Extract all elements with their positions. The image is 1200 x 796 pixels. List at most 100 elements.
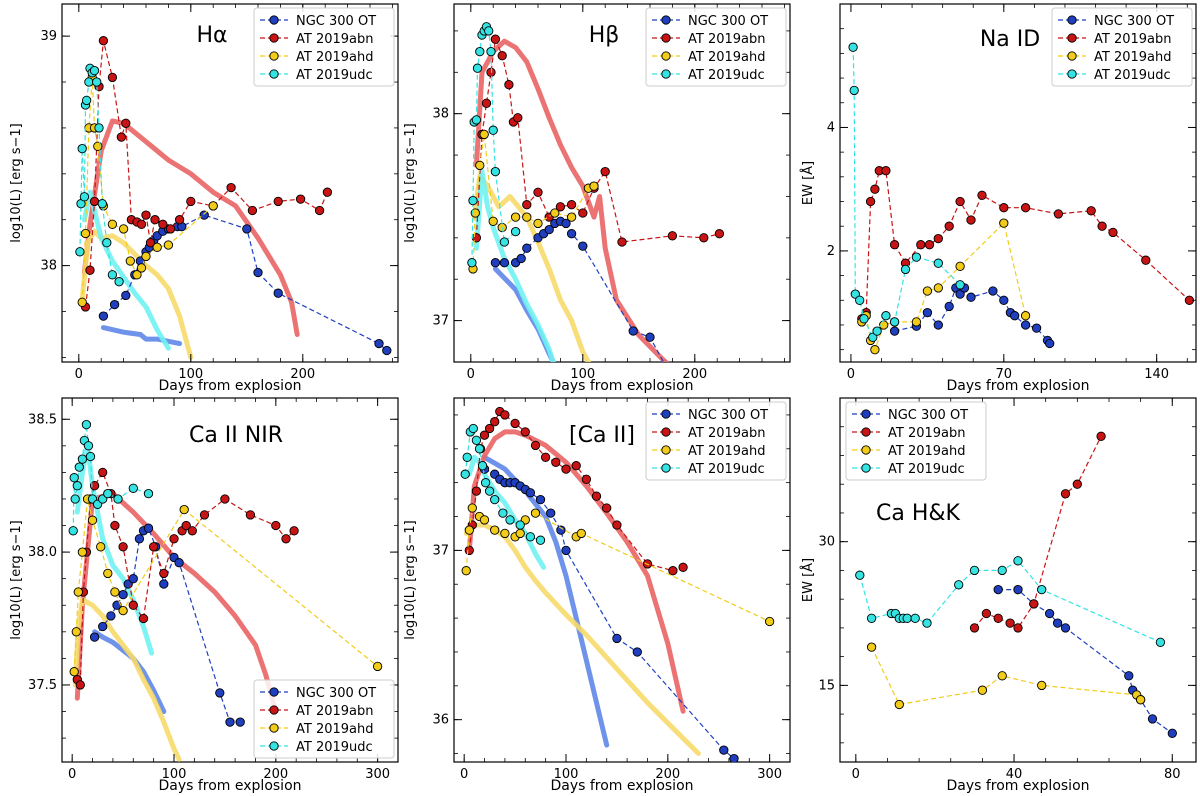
data-point-at-2019abn [540, 452, 551, 462]
data-point-at-2019udc [1155, 637, 1166, 647]
data-point-at-2019udc [128, 483, 138, 493]
y-tick-label: 37 [432, 314, 449, 329]
data-point-ngc-300-ot [118, 589, 128, 600]
legend-marker [661, 15, 671, 25]
x-axis-label: Days from explosion [946, 778, 1089, 794]
data-point-at-2019udc [525, 532, 536, 542]
data-point-at-2019abn [85, 265, 95, 275]
data-point-ngc-300-ot [382, 345, 392, 356]
data-point-at-2019udc [480, 478, 491, 488]
panel-cair: 0 100 200 300 37.5 38.0 38.5 NGC 300 OT AT 2019a… [9, 397, 399, 794]
data-point-at-2019abn [510, 418, 520, 429]
series-line-ngc-300-ot [102, 214, 388, 351]
data-point-ngc-300-ot [121, 290, 131, 301]
data-point-at-2019abn [1097, 221, 1107, 231]
panel-title: Hα [196, 23, 227, 48]
data-point-at-2019abn [281, 534, 291, 544]
data-point-ngc-300-ot [235, 717, 245, 727]
data-point-at-2019abn [98, 467, 108, 478]
data-point-at-2019ahd [141, 251, 151, 262]
data-point-at-2019abn [600, 166, 610, 177]
data-point-at-2019ahd [103, 568, 113, 579]
x-tick-label: 0 [852, 767, 860, 782]
data-point-at-2019udc [460, 469, 470, 479]
data-point-at-2019udc [490, 166, 501, 177]
data-point-at-2019abn [181, 520, 191, 531]
data-point-at-2019abn [1060, 489, 1071, 499]
y-tick-label: 38 [40, 259, 57, 274]
model-line-at-2019udc [473, 169, 556, 362]
legend-label: AT 2019abn [1094, 32, 1172, 47]
data-point-at-2019ahd [1135, 695, 1146, 705]
panel-frame [453, 397, 791, 763]
y-tick-label: 15 [818, 678, 835, 693]
data-point-at-2019udc [488, 125, 498, 135]
data-point-at-2019ahd [107, 219, 118, 229]
model-line-at-2019ahd [463, 522, 701, 756]
data-point-at-2019udc [102, 238, 112, 248]
data-point-at-2019abn [1086, 206, 1096, 216]
x-tick-label: 0 [847, 367, 855, 382]
data-point-ngc-300-ot [566, 229, 577, 239]
data-point-at-2019abn [578, 208, 588, 218]
data-point-ngc-300-ot [106, 611, 116, 621]
x-tick-label: 100 [178, 367, 203, 382]
x-tick-label: 100 [554, 767, 579, 782]
legend: NGC 300 OT AT 2019abn AT 2019ahd AT 2019udc [645, 7, 787, 87]
legend-marker [661, 445, 671, 455]
data-point-at-2019udc [510, 226, 521, 237]
data-point-at-2019abn [551, 457, 561, 467]
legend-box [253, 7, 395, 87]
data-point-at-2019abn [966, 215, 976, 225]
x-tick-label: 0 [68, 767, 76, 782]
data-point-at-2019udc [467, 258, 477, 268]
data-point-at-2019abn [187, 526, 197, 536]
data-point-at-2019udc [505, 515, 515, 525]
data-point-at-2019abn [295, 194, 306, 204]
data-point-at-2019udc [113, 494, 123, 504]
data-point-at-2019abn [533, 187, 543, 197]
y-axis-label: log10(L) [erg s−1] [403, 520, 418, 639]
series-line-at-2019ahd [73, 498, 378, 672]
data-point-at-2019abn [464, 545, 474, 556]
legend-marker [269, 723, 279, 733]
data-point-at-2019udc [77, 143, 87, 154]
data-point-at-2019ahd [1037, 680, 1047, 691]
data-point-at-2019abn [289, 526, 299, 536]
data-point-at-2019ahd [118, 605, 128, 616]
data-point-at-2019ahd [515, 528, 525, 539]
series-line-at-2019abn [974, 436, 1102, 629]
legend-label: AT 2019abn [688, 426, 766, 441]
panel-title: Na ID [980, 27, 1040, 52]
data-point-at-2019abn [668, 566, 678, 576]
data-point-at-2019udc [474, 444, 485, 454]
data-point-ngc-300-ot [556, 525, 566, 535]
x-axis-label: Days from explosion [550, 778, 693, 794]
data-point-at-2019udc [484, 26, 494, 36]
legend-marker [1067, 69, 1077, 79]
data-point-ngc-300-ot [134, 534, 145, 544]
data-point-ngc-300-ot [109, 299, 120, 310]
legend-marker [269, 705, 279, 715]
data-point-at-2019abn [571, 461, 581, 471]
data-point-ngc-300-ot [128, 574, 138, 584]
data-point-at-2019abn [870, 184, 880, 194]
data-point-at-2019ahd [163, 240, 174, 250]
legend-label: AT 2019udc [296, 740, 373, 755]
legend-box [645, 7, 787, 87]
data-point-at-2019abn [98, 36, 109, 46]
data-point-at-2019udc [475, 46, 485, 57]
series-line-at-2019abn [861, 170, 1190, 320]
legend-marker [861, 445, 871, 455]
data-point-ngc-300-ot [253, 267, 263, 278]
data-point-at-2019abn [484, 423, 495, 434]
data-point-ngc-300-ot [1045, 338, 1055, 349]
legend-label: AT 2019abn [296, 32, 374, 47]
series-line-at-2019ahd [81, 77, 214, 303]
data-point-at-2019abn [617, 237, 627, 247]
data-point-ngc-300-ot [522, 243, 532, 253]
data-point-at-2019ahd [764, 616, 775, 627]
data-point-at-2019ahd [589, 181, 599, 191]
data-point-at-2019abn [145, 238, 156, 248]
data-point-at-2019abn [75, 680, 85, 690]
